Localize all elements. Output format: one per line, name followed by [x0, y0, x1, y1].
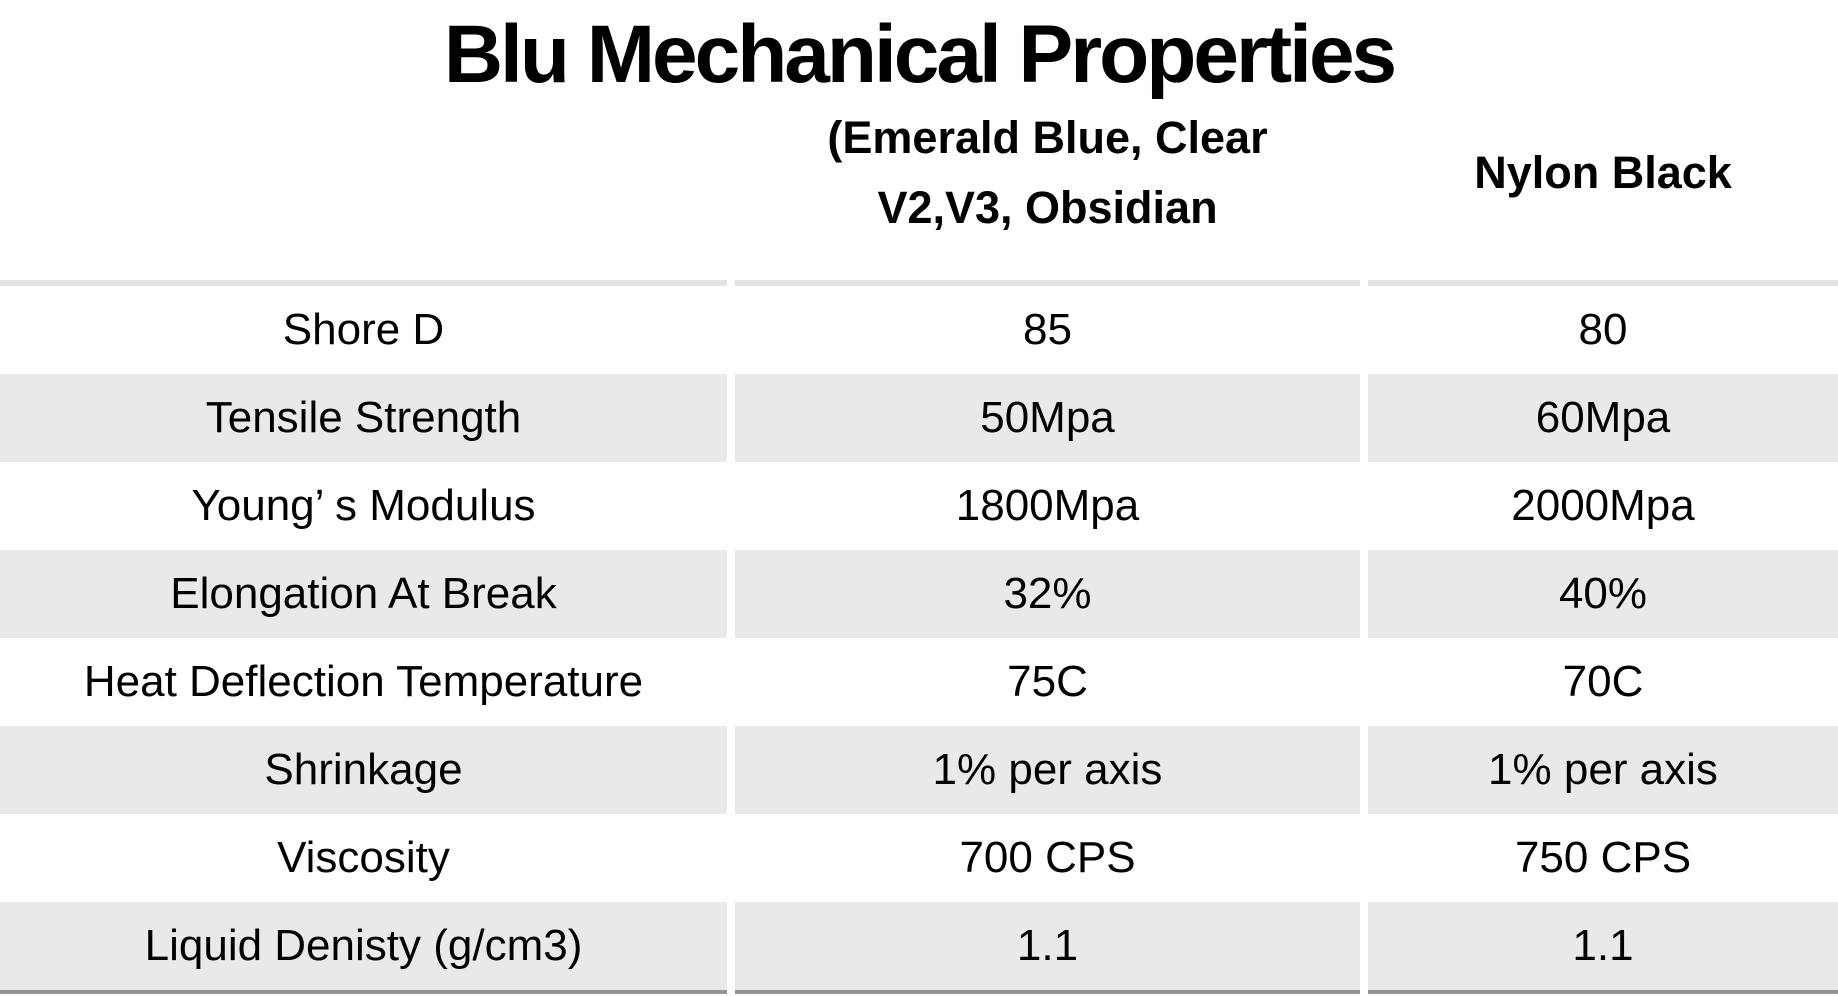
- header-divider-segment: [735, 280, 1360, 286]
- header-property-column: [0, 103, 727, 243]
- table-header-row: (Emerald Blue, Clear V2,V3, Obsidian Nyl…: [0, 103, 1838, 280]
- header-divider-segment: [0, 280, 727, 286]
- table-row-shore-d: Shore D 85 80: [0, 286, 1838, 374]
- table-row-tensile-strength: Tensile Strength 50Mpa 60Mpa: [0, 374, 1838, 462]
- blu-value-cell: 700 CPS: [959, 833, 1136, 882]
- table-row-heat-deflection-temperature: Heat Deflection Temperature 75C 70C: [0, 638, 1838, 726]
- table-bottom-border: [0, 990, 1838, 994]
- nylon-value-cell: 60Mpa: [1368, 374, 1838, 462]
- row-label-cell: Tensile Strength: [0, 374, 727, 462]
- nylon-value-cell: 70C: [1562, 657, 1644, 706]
- header-blu-variants: (Emerald Blue, Clear V2,V3, Obsidian: [735, 103, 1360, 243]
- blu-value-cell: 32%: [735, 550, 1360, 638]
- header-blu-variants-line1: (Emerald Blue, Clear: [827, 112, 1268, 163]
- blu-value-cell: 50Mpa: [735, 374, 1360, 462]
- blu-value-cell: 1800Mpa: [955, 481, 1140, 530]
- table-row-shrinkage: Shrinkage 1% per axis 1% per axis: [0, 726, 1838, 814]
- bottom-border-segment: [0, 990, 727, 994]
- table-row-elongation-at-break: Elongation At Break 32% 40%: [0, 550, 1838, 638]
- row-label-cell: Shore D: [282, 305, 445, 354]
- blu-value-cell: 1.1: [735, 902, 1360, 990]
- header-divider: [0, 280, 1838, 286]
- nylon-value-cell: 2000Mpa: [1511, 481, 1695, 530]
- nylon-value-cell: 1.1: [1368, 902, 1838, 990]
- table-row-youngs-modulus: Young’ s Modulus 1800Mpa 2000Mpa: [0, 462, 1838, 550]
- blu-value-cell: 1% per axis: [735, 726, 1360, 814]
- page-title: Blu Mechanical Properties: [443, 9, 1397, 100]
- blu-value-cell: 85: [1023, 305, 1072, 354]
- row-label-cell: Viscosity: [277, 833, 450, 882]
- nylon-value-cell: 80: [1578, 305, 1628, 354]
- nylon-value-cell: 40%: [1368, 550, 1838, 638]
- table-row-liquid-density: Liquid Denisty (g/cm3) 1.1 1.1: [0, 902, 1838, 990]
- row-label-cell: Young’ s Modulus: [191, 481, 536, 530]
- header-blu-variants-line2: V2,V3, Obsidian: [877, 182, 1218, 233]
- header-divider-segment: [1368, 280, 1838, 286]
- row-label-cell: Elongation At Break: [0, 550, 727, 638]
- row-label-cell: Liquid Denisty (g/cm3): [0, 902, 727, 990]
- bottom-border-segment: [735, 990, 1360, 994]
- table-row-viscosity: Viscosity 700 CPS 750 CPS: [0, 814, 1838, 902]
- blu-value-cell: 75C: [1007, 657, 1088, 706]
- row-label-cell: Heat Deflection Temperature: [83, 657, 644, 706]
- row-label-cell: Shrinkage: [0, 726, 727, 814]
- nylon-value-cell: 1% per axis: [1368, 726, 1838, 814]
- bottom-border-segment: [1368, 990, 1838, 994]
- header-nylon-black: Nylon Black: [1474, 147, 1732, 198]
- nylon-value-cell: 750 CPS: [1514, 833, 1692, 882]
